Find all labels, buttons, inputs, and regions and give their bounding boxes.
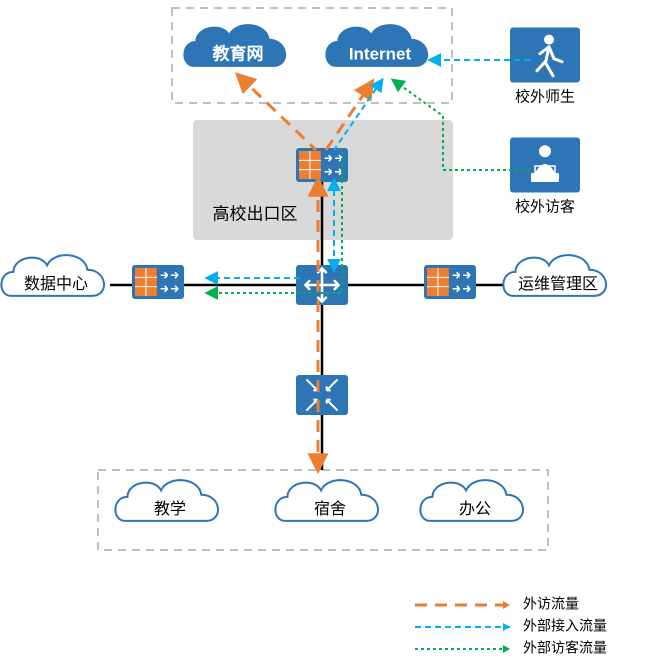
egress-label: 高校出口区 bbox=[213, 204, 298, 223]
opm-cloud-label: 运维管理区 bbox=[518, 275, 598, 293]
legend-label-2: 外部访客流量 bbox=[523, 640, 607, 656]
office-cloud-label: 办公 bbox=[459, 500, 491, 518]
diagram-canvas: 教育网 Internet 数据中心 运维管理区教学 宿舍 办公 校外师生校外访客 高校出口区外… bbox=[0, 0, 663, 671]
edu-cloud-label: 教育网 bbox=[212, 43, 264, 63]
ext-visitor-label: 校外访客 bbox=[515, 198, 575, 215]
teach-cloud-label: 教学 bbox=[154, 500, 186, 518]
dorm-cloud-label: 宿舍 bbox=[314, 500, 346, 518]
legend-label-0: 外访流量 bbox=[523, 596, 579, 612]
internet-cloud-label: Internet bbox=[349, 44, 412, 63]
dc-cloud-label: 数据中心 bbox=[24, 275, 88, 293]
legend-label-1: 外部接入流量 bbox=[523, 618, 607, 634]
ext-teacher-label: 校外师生 bbox=[515, 88, 575, 105]
